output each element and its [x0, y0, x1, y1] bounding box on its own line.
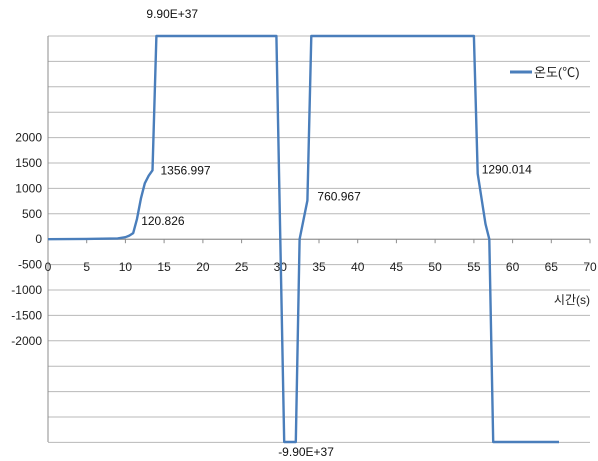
x-tick-label: 10	[119, 260, 133, 274]
x-axis-title: 시간(s)	[554, 293, 590, 307]
y-tick-labels: 2000 1500 1000 500 0 -500 -1000 -1500 -2000	[11, 131, 42, 348]
x-tick-label: 35	[312, 260, 326, 274]
x-tick-label: 25	[235, 260, 249, 274]
x-tick-label: 60	[506, 260, 520, 274]
x-tick-label: 15	[157, 260, 171, 274]
data-label: -9.90E+37	[278, 445, 334, 459]
legend: 온도(℃)	[510, 65, 580, 80]
series-line-temperature	[47, 34, 559, 444]
y-tick-label: -1500	[11, 308, 42, 322]
data-label: 1356.997	[161, 163, 211, 177]
y-tick-label: 1000	[15, 181, 42, 195]
y-tick-label: -500	[18, 258, 42, 272]
y-tick-label: -1000	[11, 283, 42, 297]
x-tick-label: 0	[45, 260, 52, 274]
data-label: 1290.014	[482, 163, 532, 177]
y-tick-label: 0	[35, 232, 42, 246]
y-tick-label: -2000	[11, 334, 42, 348]
x-tick-label: 65	[545, 260, 559, 274]
axes	[47, 36, 590, 442]
data-annotations: 9.90E+37 1356.997 120.826 -9.90E+37 760.967 1…	[141, 7, 532, 459]
data-label: 760.967	[317, 190, 361, 204]
data-label: 9.90E+37	[146, 7, 198, 21]
x-tick-label: 70	[583, 260, 597, 274]
y-tick-label: 1500	[15, 156, 42, 170]
x-tick-label: 5	[83, 260, 90, 274]
x-tick-label: 20	[196, 260, 210, 274]
x-tick-label: 45	[390, 260, 404, 274]
x-tick-label: 55	[467, 260, 481, 274]
x-tick-label: 40	[351, 260, 365, 274]
x-tick-labels: 0 5 10 15 20 25 30 35 40 45 50 55 60 65 70	[45, 239, 597, 274]
y-tick-label: 500	[22, 207, 42, 221]
x-tick-label: 50	[428, 260, 442, 274]
legend-label: 온도(℃)	[534, 65, 580, 80]
data-label: 120.826	[141, 214, 185, 228]
y-tick-label: 2000	[15, 131, 42, 145]
grid-lines	[48, 35, 590, 443]
